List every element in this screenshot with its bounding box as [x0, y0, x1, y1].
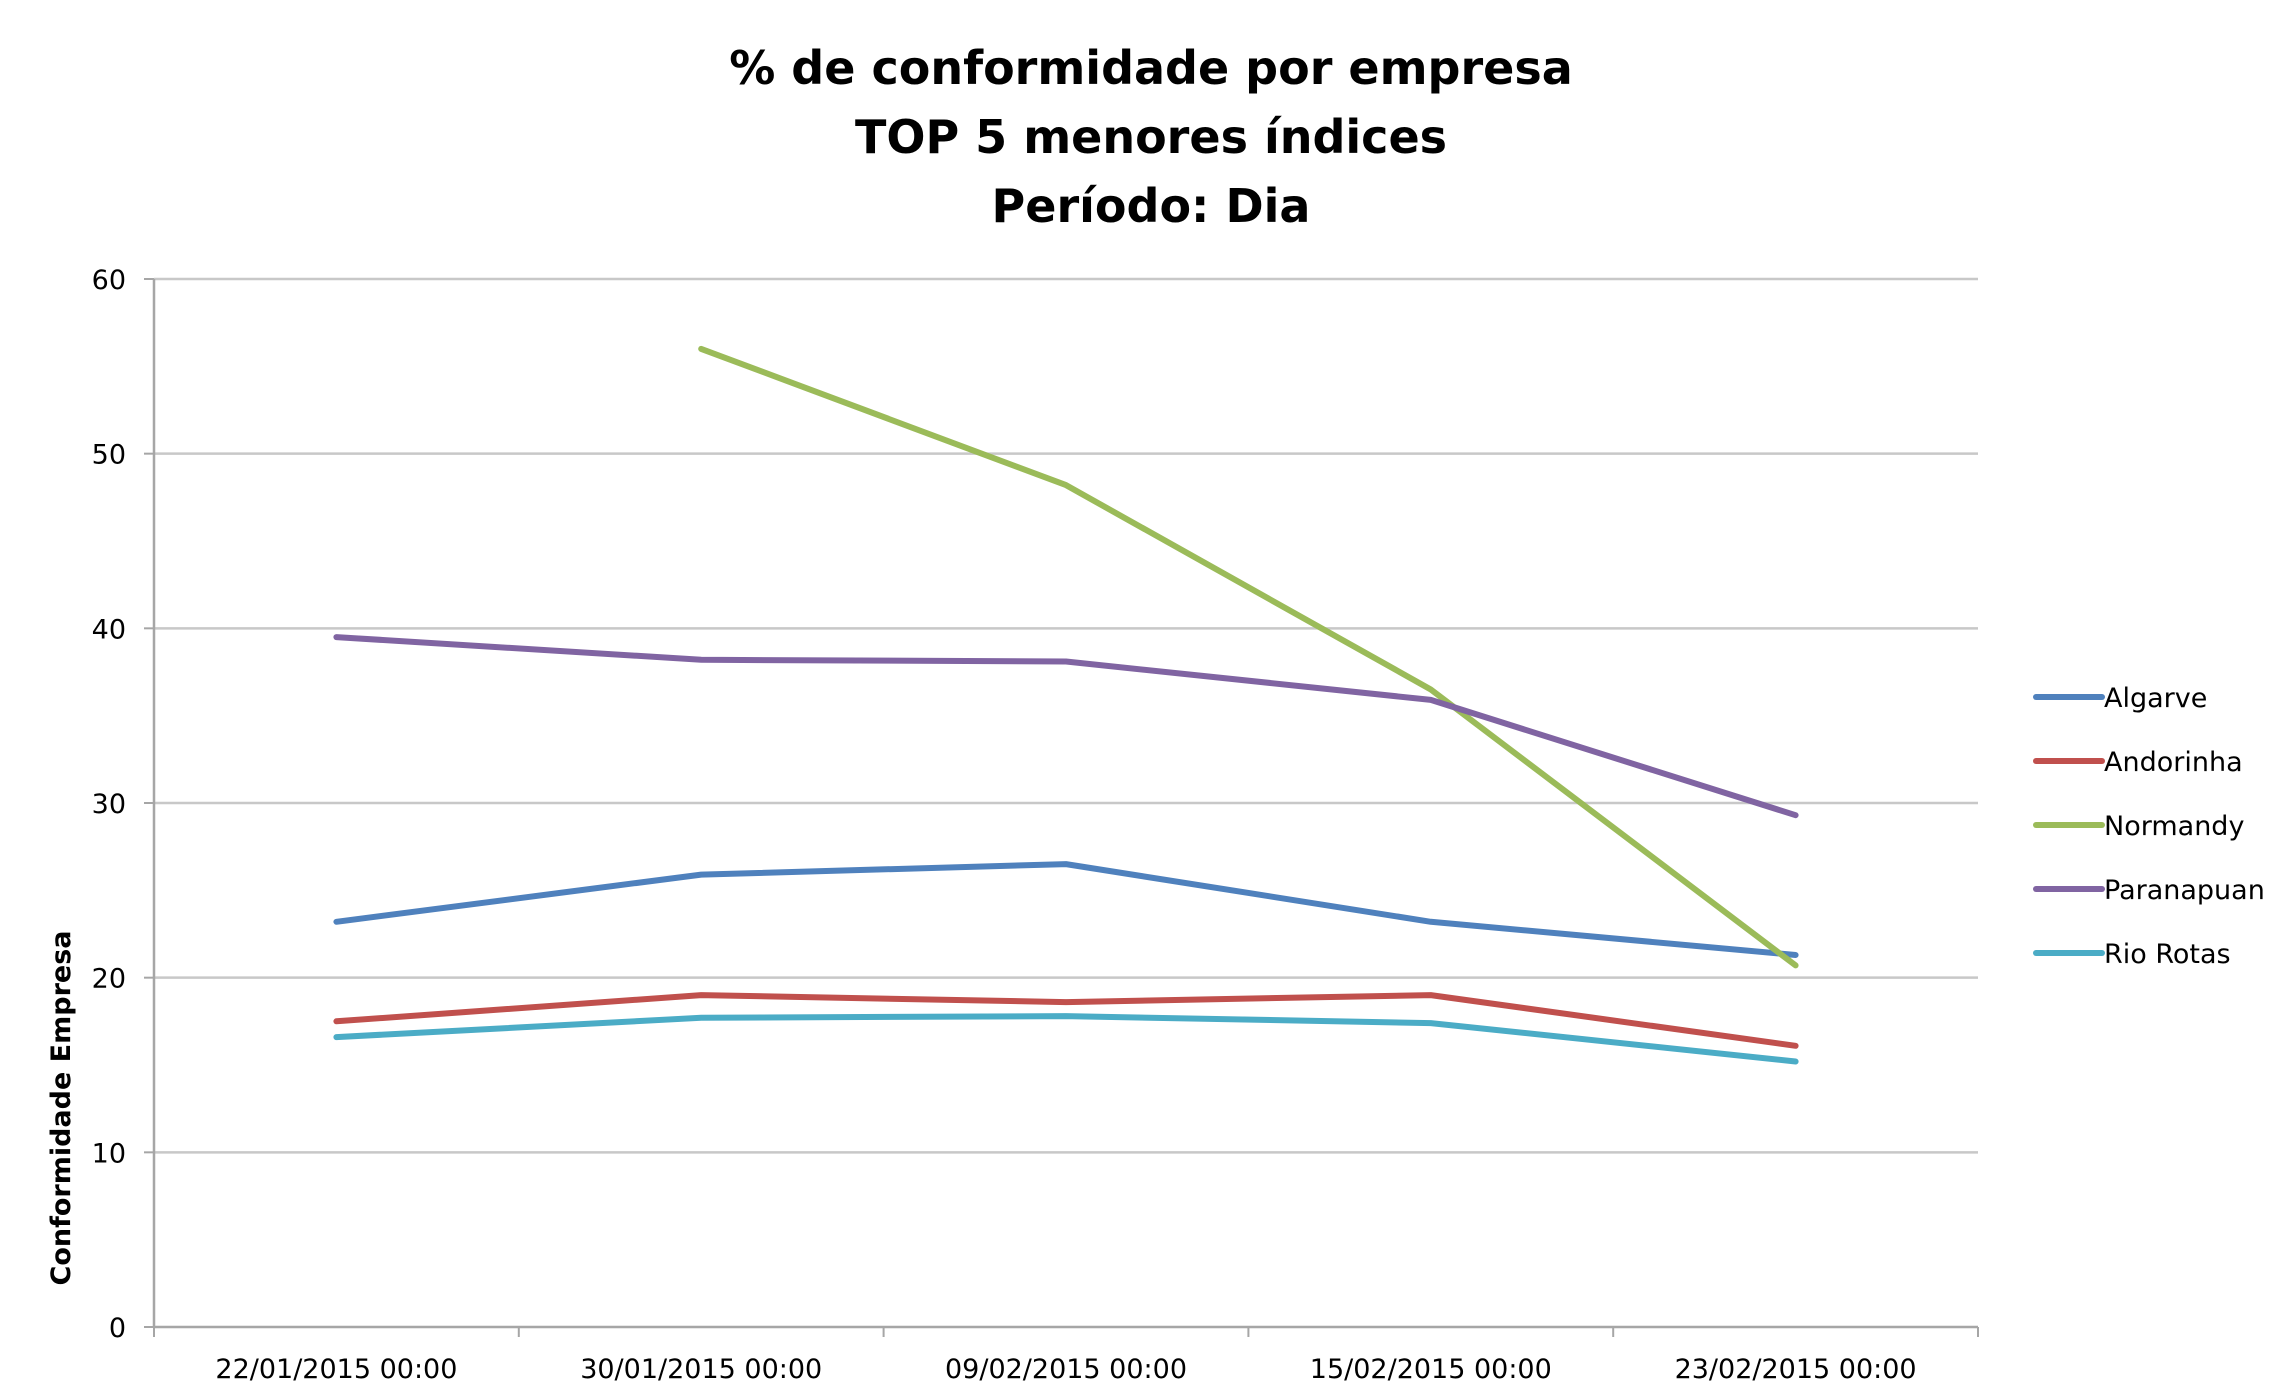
legend-label-rio-rotas: Rio Rotas: [2104, 939, 2231, 970]
chart-title-line-1: % de conformidade por empresa: [729, 41, 1573, 95]
y-tick-label: 20: [92, 964, 126, 995]
x-tick-label: 15/02/2015 00:00: [1310, 1354, 1552, 1385]
y-tick-label: 50: [92, 440, 126, 471]
y-tick-label: 10: [92, 1138, 126, 1169]
y-tick-label: 0: [109, 1313, 126, 1344]
y-tick-labels: 0 10 20 30 40 50 60: [92, 265, 126, 1344]
x-tick-label: 09/02/2015 00:00: [945, 1354, 1187, 1385]
series-line-andorinha: [333, 992, 1799, 1049]
gridlines: [144, 277, 1978, 1328]
legend-label-normandy: Normandy: [2104, 811, 2244, 842]
axes: [152, 279, 1979, 1337]
series-lines: [333, 345, 1799, 1065]
series-line-normandy: [698, 345, 1799, 969]
series-line-rio-rotas: [333, 1013, 1799, 1065]
y-tick-label: 40: [92, 614, 126, 645]
chart-title: % de conformidade por empresa TOP 5 meno…: [729, 41, 1573, 233]
x-tick-labels: 22/01/2015 00:00 30/01/2015 00:00 09/02/20…: [215, 1354, 1916, 1385]
legend-label-paranapuan: Paranapuan: [2104, 875, 2265, 906]
chart-title-line-3: Período: Dia: [992, 179, 1311, 233]
y-tick-label: 30: [92, 789, 126, 820]
chart-title-line-2: TOP 5 menores índices: [855, 110, 1447, 164]
legend: Algarve Andorinha Normandy Paranapuan Rio Ro…: [2033, 683, 2265, 970]
x-tick-label: 23/02/2015 00:00: [1675, 1354, 1917, 1385]
y-tick-label: 60: [92, 265, 126, 296]
legend-label-andorinha: Andorinha: [2104, 747, 2243, 778]
x-tick-label: 22/01/2015 00:00: [215, 1354, 457, 1385]
x-tick-label: 30/01/2015 00:00: [580, 1354, 822, 1385]
series-line-paranapuan: [333, 634, 1799, 819]
series-line-algarve: [333, 861, 1799, 958]
y-axis-title: Conformidade Empresa: [46, 931, 77, 1286]
legend-label-algarve: Algarve: [2104, 683, 2207, 714]
